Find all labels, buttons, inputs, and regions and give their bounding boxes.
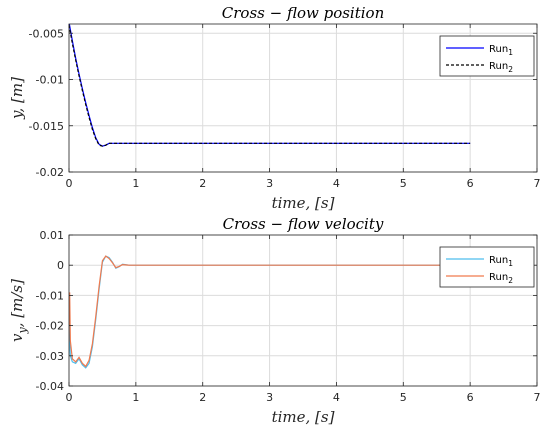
- axes-box: [68, 23, 538, 173]
- series-line-2: [69, 255, 471, 368]
- y-tick-label: -0.02: [36, 166, 64, 179]
- y-axis-label: y, [m]: [8, 77, 26, 120]
- legend-label: Run2: [489, 61, 513, 74]
- legend: Run1 Run2: [439, 246, 535, 288]
- x-tick-label: 1: [132, 391, 139, 404]
- x-axis-label: time, [s]: [272, 194, 335, 212]
- legend-box: [439, 246, 535, 288]
- legend-label: Run1: [489, 255, 513, 268]
- x-tick-label: 1: [132, 177, 139, 190]
- x-axis-label: time, [s]: [272, 408, 335, 426]
- series-line-2: [69, 24, 471, 147]
- chart-title: Cross − flow velocity: [223, 215, 384, 233]
- legend-label: Run1: [489, 44, 513, 57]
- y-tick-label: -0.01: [36, 74, 64, 87]
- y-tick-label: -0.04: [36, 380, 64, 393]
- x-tick-label: 3: [266, 177, 273, 190]
- x-tick-label: 7: [534, 391, 541, 404]
- x-tick-label: 2: [199, 391, 206, 404]
- x-tick-label: 3: [266, 391, 273, 404]
- y-tick-label: -0.02: [36, 320, 64, 333]
- y-tick-label: -0.01: [36, 289, 64, 302]
- y-tick-label: 0.01: [40, 229, 65, 242]
- y-tick-label: 0: [57, 259, 64, 272]
- y-tick-label: -0.03: [36, 350, 64, 363]
- chart-panel-2: 0 1 2 3 4 5 6 7 -0.04 -0.03 -0.02 -0.01 0 0.01 Cross −…: [8, 215, 541, 426]
- x-tick-label: 6: [467, 177, 474, 190]
- y-axis-label: vy, [m/s]: [8, 279, 29, 342]
- legend: Run1 Run2: [439, 35, 535, 77]
- legend-box: [439, 35, 535, 77]
- chart-title: Cross − flow position: [222, 4, 384, 22]
- chart-panel-1: 0 1 2 3 4 5 6 7 -0.02 -0.015 -0.01 -0.005 Cross − fl…: [8, 4, 541, 212]
- x-tick-label: 2: [199, 177, 206, 190]
- x-tick-label: 6: [467, 391, 474, 404]
- x-tick-label: 0: [66, 391, 73, 404]
- legend-label: Run2: [489, 272, 513, 285]
- y-tick-label: -0.005: [29, 27, 64, 40]
- x-tick-label: 4: [333, 177, 340, 190]
- axes-box: [68, 234, 538, 387]
- x-tick-label: 0: [66, 177, 73, 190]
- x-tick-label: 7: [534, 177, 541, 190]
- y-tick-label: -0.015: [29, 120, 64, 133]
- x-tick-label: 5: [400, 391, 407, 404]
- x-tick-label: 4: [333, 391, 340, 404]
- x-tick-label: 5: [400, 177, 407, 190]
